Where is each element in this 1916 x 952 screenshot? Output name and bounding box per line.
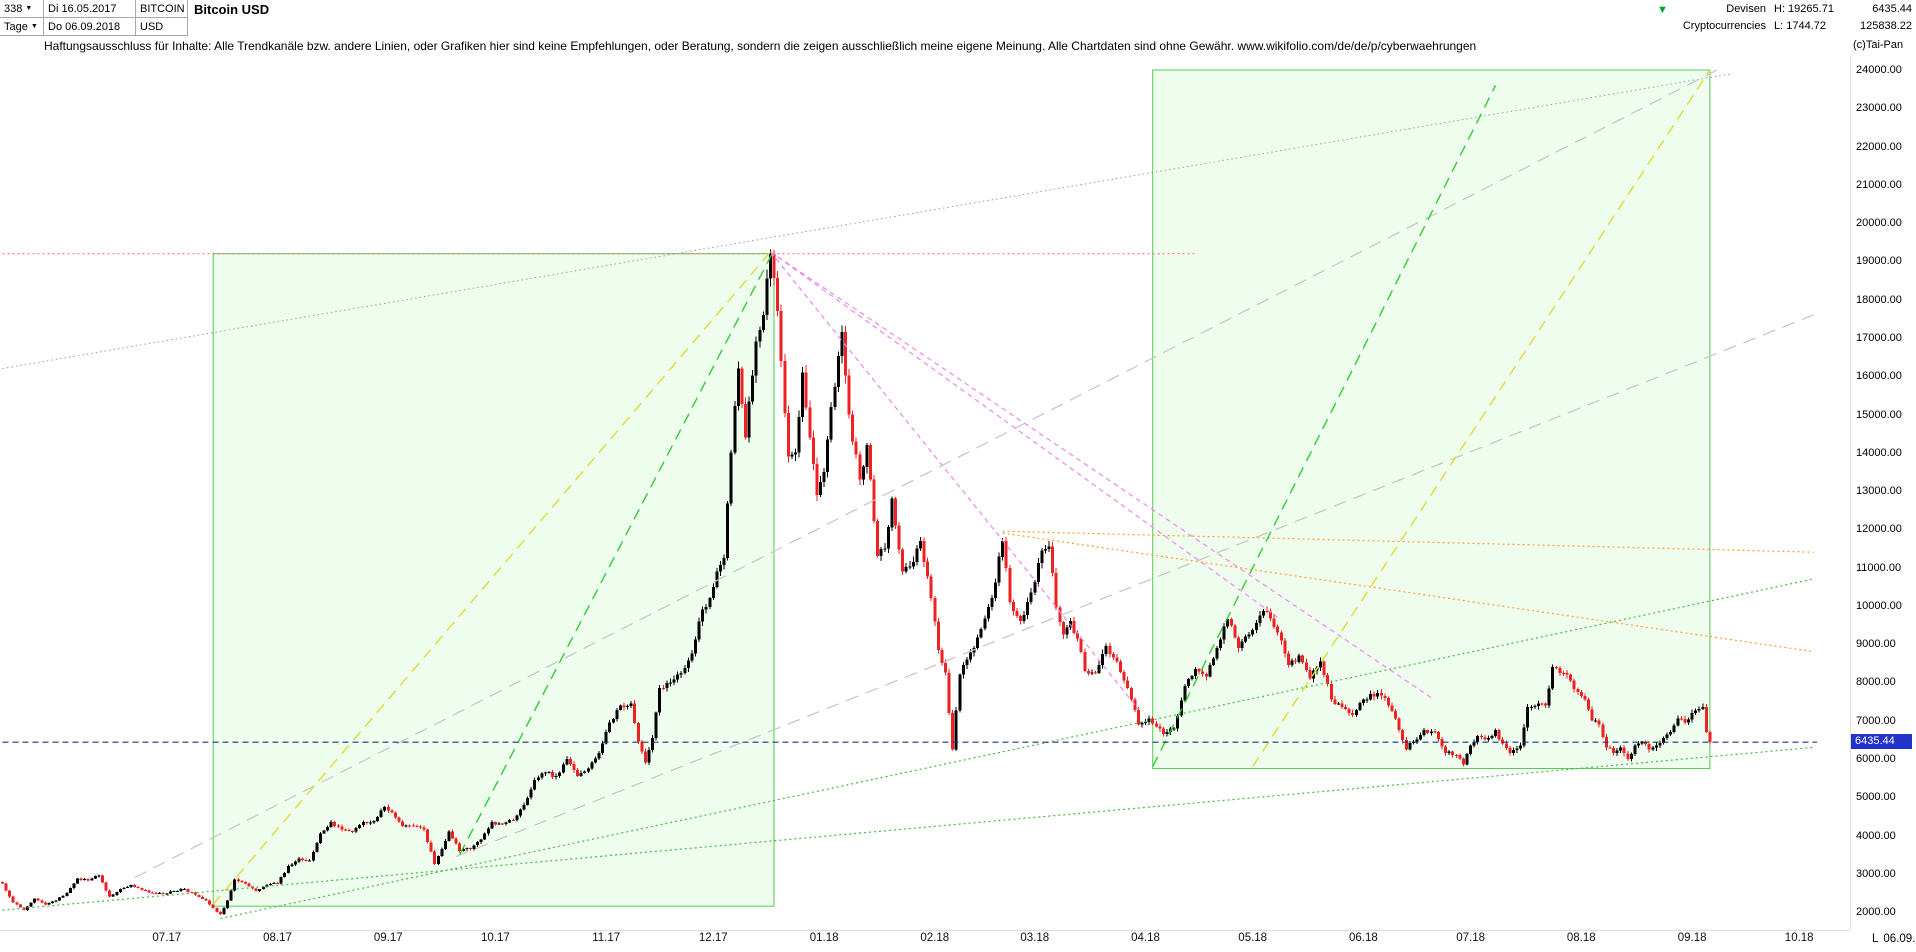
date-to-field[interactable]: Do 06.09.2018 bbox=[44, 18, 136, 36]
symbol-code-line2: USD bbox=[136, 18, 188, 36]
x-axis-label: 08.17 bbox=[263, 932, 292, 944]
fan-line-pink-1 bbox=[770, 251, 1139, 710]
candles-layer bbox=[1, 249, 1712, 915]
rally-line-green-2018 bbox=[1152, 84, 1497, 767]
x-axis-label: 03.18 bbox=[1020, 932, 1050, 944]
period-high-value: H: 19265.71 bbox=[1774, 3, 1834, 15]
rally-line-yellow-2018 bbox=[1252, 69, 1711, 767]
market-category-line1: Devisen bbox=[1726, 3, 1766, 15]
topbar: 338 ▼ Tage ▼ Di 16.05.2017 Do 06.09.2018… bbox=[0, 0, 1916, 37]
market-category-line2: Cryptocurrencies bbox=[1682, 20, 1766, 32]
last-price-value: 6435.44 bbox=[1872, 3, 1912, 15]
y-axis-label: 14000.00 bbox=[1856, 446, 1902, 459]
high-low-info: H: 19265.71 L: 1744.72 bbox=[1774, 1, 1850, 35]
x-axis-label: 10.17 bbox=[481, 932, 510, 944]
x-axis-label: 01.18 bbox=[809, 932, 839, 944]
y-axis-label: 20000.00 bbox=[1856, 217, 1902, 230]
last-bar-marker: L bbox=[1872, 933, 1879, 945]
y-axis-label: 18000.00 bbox=[1856, 293, 1902, 306]
date-from-value: Di 16.05.2017 bbox=[48, 2, 117, 15]
y-axis-label: 4000.00 bbox=[1856, 829, 1896, 842]
rally-box-2017 bbox=[212, 253, 775, 907]
y-axis-label: 7000.00 bbox=[1856, 714, 1896, 727]
caret-down-icon: ▼ bbox=[25, 5, 33, 12]
market-category: Devisen Cryptocurrencies bbox=[1642, 1, 1766, 35]
bottom-right-status: L 06.09.18 bbox=[1872, 933, 1916, 945]
gray-dashed-trend-2 bbox=[455, 314, 1814, 858]
y-axis-label: 8000.00 bbox=[1856, 676, 1896, 689]
gray-dashed-trend-1 bbox=[134, 69, 1718, 879]
last-price-tag: 6435.44 bbox=[1851, 734, 1912, 750]
y-axis-label: 15000.00 bbox=[1856, 408, 1902, 421]
period-value: Tage bbox=[4, 20, 28, 33]
y-axis-label: 16000.00 bbox=[1856, 370, 1902, 383]
period-select[interactable]: Tage ▼ bbox=[0, 18, 44, 36]
x-axis-label: 02.18 bbox=[920, 932, 950, 944]
y-axis-label: 24000.00 bbox=[1856, 64, 1902, 76]
disclaimer-text: Haftungsausschluss für Inhalte: Alle Tre… bbox=[44, 39, 1477, 53]
y-axis-label: 10000.00 bbox=[1856, 599, 1902, 612]
x-axis-label: 09.17 bbox=[373, 932, 403, 944]
y-axis-label: 19000.00 bbox=[1856, 255, 1902, 268]
date-from-field[interactable]: Di 16.05.2017 bbox=[44, 0, 136, 18]
bars-count-value: 338 bbox=[4, 2, 23, 15]
resistance-orange-2 bbox=[1002, 532, 1814, 653]
symbol-quote: USD bbox=[140, 20, 164, 33]
period-low-value: L: 1744.72 bbox=[1774, 20, 1826, 32]
rally-line-green-2017 bbox=[459, 249, 775, 855]
support-dotted-green-1 bbox=[220, 578, 1814, 920]
y-axis-label: 22000.00 bbox=[1856, 140, 1902, 153]
x-axis-label: 07.17 bbox=[152, 932, 182, 944]
fan-line-pink-3 bbox=[770, 251, 1432, 699]
quote-info: 6435.44 125838.22 bbox=[1852, 1, 1912, 35]
chart-title: Bitcoin USD bbox=[194, 2, 270, 17]
x-axis-label: 06.18 bbox=[1349, 932, 1378, 944]
y-axis-label: 2000.00 bbox=[1856, 906, 1896, 918]
x-axis-label: 05.18 bbox=[1238, 932, 1268, 944]
y-axis-label: 17000.00 bbox=[1856, 331, 1902, 344]
x-axis-label: 10.18 bbox=[1784, 932, 1814, 944]
time-axis: 07.17 08.17 09.17 10.17 11.17 12.17 01.18 02.18… bbox=[0, 931, 1916, 951]
x-axis-label: 11.17 bbox=[592, 932, 621, 944]
x-axis-label: 07.18 bbox=[1456, 932, 1485, 944]
symbol-code-line1: BITCOIN bbox=[136, 0, 188, 18]
cumulative-value: 125838.22 bbox=[1860, 20, 1912, 32]
y-axis-label: 6000.00 bbox=[1856, 752, 1896, 765]
y-axis-label: 21000.00 bbox=[1856, 178, 1902, 191]
copyright-label: (c)Tai-Pan bbox=[1853, 39, 1904, 51]
price-axis-separator bbox=[1850, 56, 1851, 930]
y-axis-label: 13000.00 bbox=[1856, 485, 1902, 497]
y-axis-label: 12000.00 bbox=[1856, 523, 1902, 536]
y-axis-label: 5000.00 bbox=[1856, 791, 1896, 804]
price-axis: 2000.00 3000.00 4000.00 5000.00 6000.00 7000.… bbox=[1853, 0, 1915, 952]
time-axis-separator bbox=[0, 930, 1850, 931]
x-axis-label: 08.18 bbox=[1566, 932, 1596, 944]
x-axis-label: 04.18 bbox=[1131, 932, 1160, 944]
caret-down-icon: ▼ bbox=[30, 23, 38, 30]
y-axis-label: 23000.00 bbox=[1856, 102, 1902, 115]
last-bar-date: 06.09.18 bbox=[1883, 933, 1916, 945]
x-axis-label: 09.18 bbox=[1677, 932, 1707, 944]
date-to-value: Do 06.09.2018 bbox=[48, 20, 121, 33]
resistance-orange-1 bbox=[1002, 530, 1814, 553]
y-axis-label: 11000.00 bbox=[1856, 561, 1902, 574]
y-axis-label: 3000.00 bbox=[1856, 867, 1896, 880]
consolidation-box-2018 bbox=[1152, 69, 1711, 769]
trend-arrow-icon[interactable]: ▼ bbox=[1657, 4, 1668, 16]
y-axis-label: 9000.00 bbox=[1856, 638, 1896, 651]
x-axis-label: 12.17 bbox=[698, 932, 728, 944]
bars-count-select[interactable]: 338 ▼ bbox=[0, 0, 44, 18]
support-dotted-green-2 bbox=[2, 746, 1814, 911]
symbol-base: BITCOIN bbox=[140, 2, 185, 15]
